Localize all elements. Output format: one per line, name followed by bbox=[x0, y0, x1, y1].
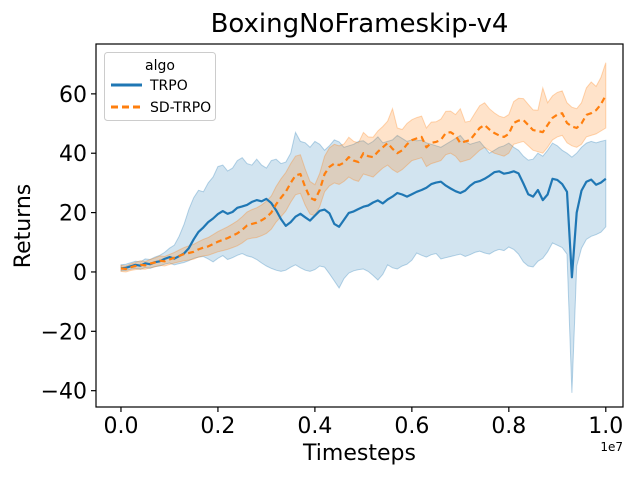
x-offset-label: 1e7 bbox=[600, 440, 623, 454]
legend: algo TRPO SD-TRPO bbox=[104, 52, 216, 121]
legend-title: algo bbox=[145, 58, 175, 74]
x-tick-label: 1.0 bbox=[588, 414, 623, 439]
y-tick-label: 40 bbox=[59, 142, 87, 167]
x-tick-label: 0.2 bbox=[200, 414, 235, 439]
confidence-bands bbox=[120, 62, 607, 393]
legend-box bbox=[104, 52, 216, 121]
legend-entries: TRPO SD-TRPO bbox=[111, 78, 211, 116]
sd-trpo-confidence-band bbox=[120, 62, 607, 273]
trpo-mean-line bbox=[120, 170, 607, 279]
y-axis-label: Returns bbox=[11, 184, 36, 268]
y-tick-label: 0 bbox=[73, 261, 87, 286]
series-lines bbox=[120, 94, 607, 279]
x-axis-label: Timesteps bbox=[302, 441, 416, 466]
y-axis-ticks: −40 −20 0 20 40 60 bbox=[41, 83, 96, 405]
legend-entry-label: SD-TRPO bbox=[150, 100, 211, 116]
trpo-confidence-band bbox=[120, 131, 607, 393]
legend-entry-label: TRPO bbox=[149, 78, 188, 94]
x-tick-label: 0.4 bbox=[297, 414, 332, 439]
y-tick-label: −40 bbox=[41, 380, 87, 405]
chart-title: BoxingNoFrameskip-v4 bbox=[211, 9, 509, 39]
sd-trpo-mean-line bbox=[120, 94, 607, 271]
y-tick-label: 60 bbox=[59, 83, 87, 108]
y-tick-label: −20 bbox=[41, 320, 87, 345]
y-tick-label: 20 bbox=[59, 202, 87, 227]
x-tick-label: 0.6 bbox=[394, 414, 429, 439]
x-axis-ticks: 0.0 0.2 0.4 0.6 0.8 1.0 bbox=[103, 407, 623, 439]
x-tick-label: 0.0 bbox=[103, 414, 138, 439]
x-tick-label: 0.8 bbox=[491, 414, 526, 439]
axes-spines bbox=[95, 43, 624, 408]
